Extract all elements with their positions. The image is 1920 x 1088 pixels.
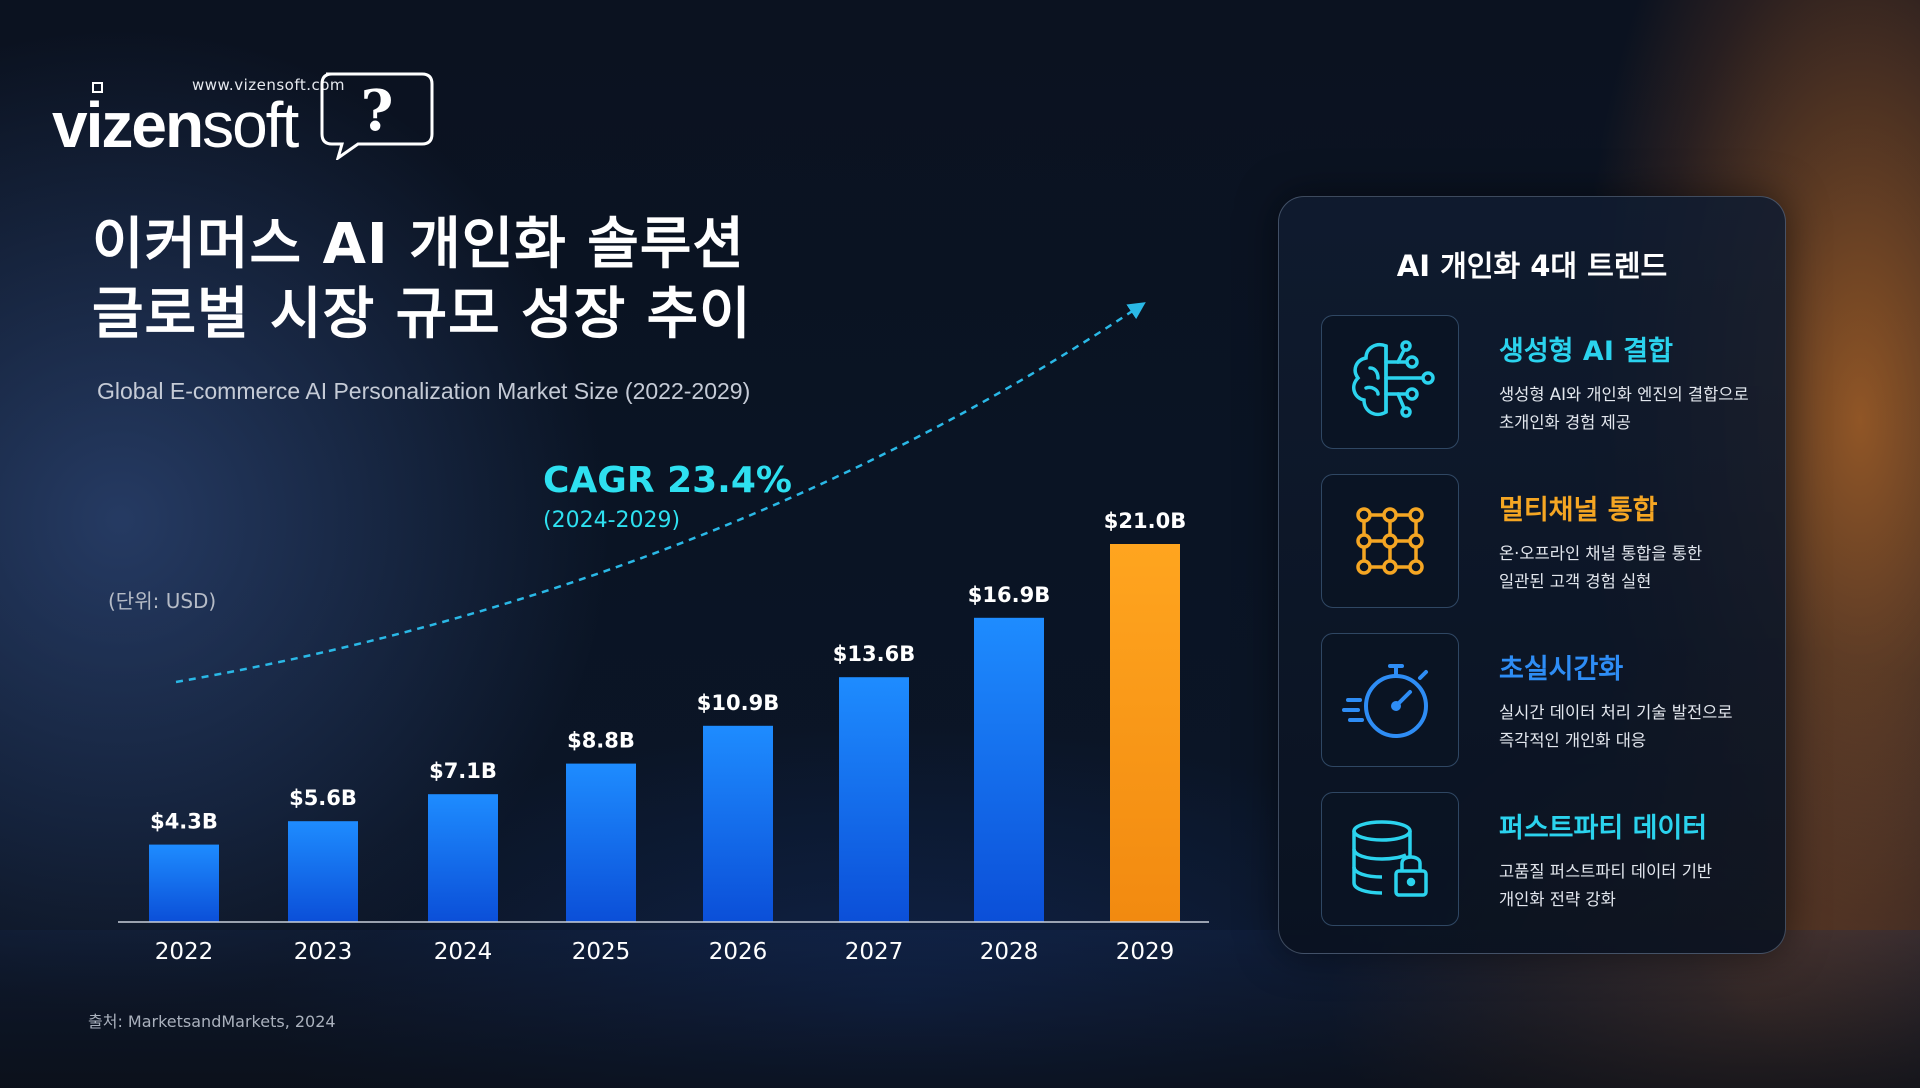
trend-desc-line-1: 실시간 데이터 처리 기술 발전으로 (1499, 703, 1733, 722)
svg-text:?: ? (361, 78, 394, 144)
trend-description: 생성형 AI와 개인화 엔진의 결합으로 초개인화 경험 제공 (1499, 381, 1749, 437)
title-line-1: 이커머스 AI 개인화 솔루션 (92, 212, 745, 277)
bar-2022 (149, 844, 219, 922)
page-title: 이커머스 AI 개인화 솔루션 글로벌 시장 규모 성장 추이 (92, 210, 752, 350)
x-tick-2029: 2029 (1116, 939, 1175, 965)
data-label-2023: $5.6B (289, 786, 357, 810)
bar-2025 (566, 763, 636, 922)
trend-icon-box (1321, 474, 1459, 608)
data-label-2026: $10.9B (697, 691, 779, 715)
brand-name-bold: vizen (52, 89, 204, 161)
trend-desc-line-1: 생성형 AI와 개인화 엔진의 결합으로 (1499, 385, 1749, 404)
trend-description: 온·오프라인 채널 통합을 통한 일관된 고객 경험 실현 (1499, 540, 1702, 596)
source-note: 출처: MarketsandMarkets, 2024 (88, 1012, 336, 1031)
data-label-2029: $21.0B (1104, 509, 1186, 533)
x-tick-2022: 2022 (155, 939, 214, 965)
trends-panel-title: AI 개인화 4대 트렌드 (1396, 249, 1668, 283)
trend-desc-line-2: 즉각적인 개인화 대응 (1499, 731, 1647, 750)
stopwatch-icon (1342, 664, 1428, 738)
bar-2023 (288, 821, 358, 922)
trend-desc-line-2: 일관된 고객 경험 실현 (1499, 572, 1652, 591)
trend-item-multichannel: 멀티채널 통합 온·오프라인 채널 통합을 통한 일관된 고객 경험 실현 (1321, 474, 1761, 608)
logo-square (92, 82, 103, 93)
x-tick-2026: 2026 (709, 939, 768, 965)
bar-2026 (703, 725, 773, 922)
data-label-2022: $4.3B (150, 810, 218, 834)
brain-circuit-icon (1352, 340, 1435, 418)
trend-title: 퍼스트파티 데이터 (1499, 813, 1708, 844)
trend-item-first-party-data: 퍼스트파티 데이터 고품질 퍼스트파티 데이터 기반 개인화 전략 강화 (1321, 792, 1761, 926)
trend-item-generative-ai: 생성형 AI 결합 생성형 AI와 개인화 엔진의 결합으로 초개인화 경험 제… (1321, 315, 1761, 449)
bar-2029 (1110, 544, 1180, 922)
brand-logo: www.vizensoft.com vizensoft ? (52, 70, 434, 161)
data-label-2028: $16.9B (968, 583, 1050, 607)
trend-description: 실시간 데이터 처리 기술 발전으로 즉각적인 개인화 대응 (1499, 699, 1733, 755)
brand-name-light: soft (202, 89, 299, 161)
trend-title: 멀티채널 통합 (1499, 495, 1658, 526)
trend-item-realtime: 초실시간화 실시간 데이터 처리 기술 발전으로 즉각적인 개인화 대응 (1321, 633, 1761, 767)
trend-desc-line-1: 온·오프라인 채널 통합을 통한 (1499, 544, 1703, 563)
brand-wordmark: vizensoft (52, 89, 299, 161)
bar-2027 (839, 677, 909, 922)
bar-2028 (974, 617, 1044, 922)
trend-arrow (175, 302, 1146, 684)
brand-url: www.vizensoft.com (192, 76, 346, 94)
floor-reflection (0, 930, 1920, 1088)
trend-icon-box (1321, 315, 1459, 449)
x-tick-2024: 2024 (434, 939, 493, 965)
trend-icon-box (1321, 792, 1459, 926)
bar-2024 (428, 794, 498, 922)
cagr-label: CAGR 23.4% (543, 460, 792, 501)
page-subtitle: Global E-commerce AI Personalization Mar… (97, 378, 751, 404)
data-label-2025: $8.8B (567, 729, 635, 753)
data-label-2024: $7.1B (429, 759, 497, 783)
question-bubble-icon: ? (320, 72, 434, 160)
trend-desc-line-1: 고품질 퍼스트파티 데이터 기반 (1499, 862, 1713, 881)
x-tick-2028: 2028 (980, 939, 1039, 965)
trend-title: 초실시간화 (1499, 654, 1624, 685)
x-tick-2023: 2023 (294, 939, 353, 965)
trend-desc-line-2: 개인화 전략 강화 (1499, 890, 1616, 909)
x-tick-2025: 2025 (572, 939, 631, 965)
trends-panel: AI 개인화 4대 트렌드 생성형 AI 결합 생성형 AI와 개인화 엔진의 … (1278, 196, 1786, 954)
bar-chart: $4.3B 2022 $5.6B 2023 $7.1B 2024 $8.8B 2025 $10.… (118, 302, 1209, 965)
trend-description: 고품질 퍼스트파티 데이터 기반 개인화 전략 강화 (1499, 858, 1712, 914)
title-line-2: 글로벌 시장 규모 성장 추이 (92, 282, 752, 347)
x-tick-2027: 2027 (845, 939, 904, 965)
unit-label: (단위: USD) (108, 589, 217, 613)
network-nodes-icon (1356, 507, 1424, 575)
data-label-2027: $13.6B (833, 642, 915, 666)
cagr-range: (2024-2029) (543, 508, 681, 533)
database-lock-icon (1352, 820, 1428, 897)
trend-title: 생성형 AI 결합 (1499, 336, 1673, 367)
trend-desc-line-2: 초개인화 경험 제공 (1499, 413, 1631, 432)
trend-icon-box (1321, 633, 1459, 767)
